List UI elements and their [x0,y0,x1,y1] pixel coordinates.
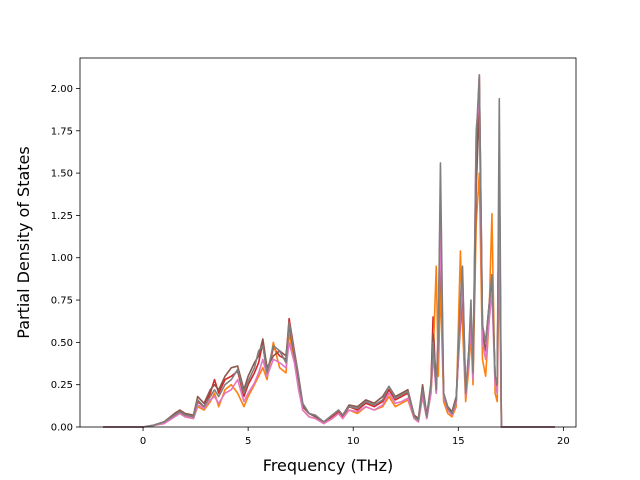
y-tick-label: 1.25 [51,211,73,222]
series-line-3 [103,96,555,428]
y-tick-label: 0.50 [51,338,73,349]
x-tick-label: 5 [245,436,251,447]
y-tick-label: 0.00 [51,423,73,434]
y-tick-label: 2.00 [51,84,73,95]
x-axis: 0 5 10 15 20 [140,427,570,447]
y-tick-label: 1.00 [51,253,73,264]
y-tick-label: 1.50 [51,169,73,180]
x-tick-label: 10 [347,436,360,447]
y-tick-label: 1.75 [51,126,73,137]
x-axis-label: Frequency (THz) [263,456,393,475]
plot-background [80,58,576,427]
series-line-4 [103,74,555,428]
y-tick-label: 0.75 [51,296,73,307]
x-tick-label: 20 [557,436,570,447]
y-axis: 0.00 0.25 0.50 0.75 1.00 1.25 1.50 1.75 2.00 [51,84,80,434]
plot-frame [79,57,577,428]
x-tick-label: 15 [452,436,465,447]
y-tick-label: 0.25 [51,380,73,391]
x-tick-label: 0 [140,436,146,447]
series-layer [103,74,555,428]
y-axis-label: Partial Density of States [14,146,33,338]
plot-area [79,57,577,428]
